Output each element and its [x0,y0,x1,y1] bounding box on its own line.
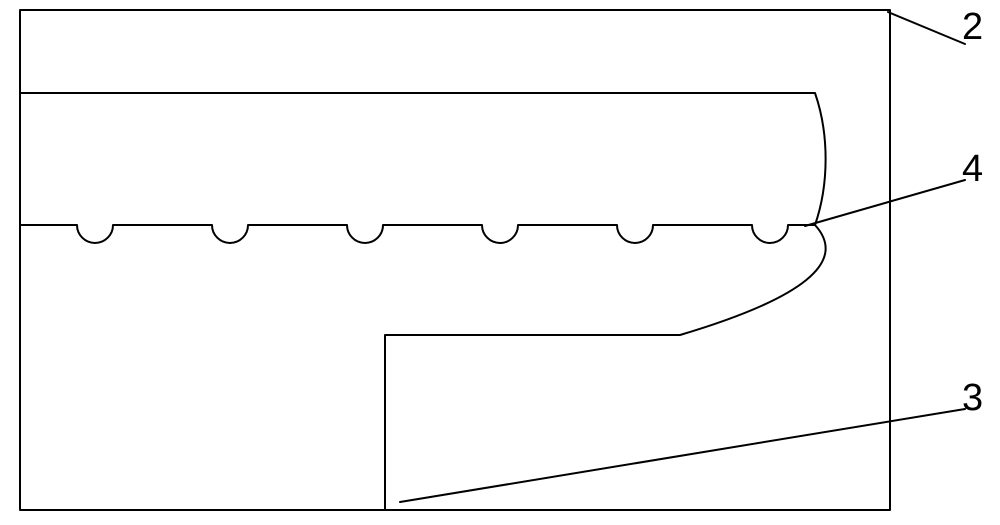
figure-stage: 2 4 3 [0,0,1000,525]
figure-svg [0,0,1000,525]
label-3: 3 [962,377,983,420]
label-2: 2 [962,6,983,49]
label-4: 4 [962,148,983,191]
